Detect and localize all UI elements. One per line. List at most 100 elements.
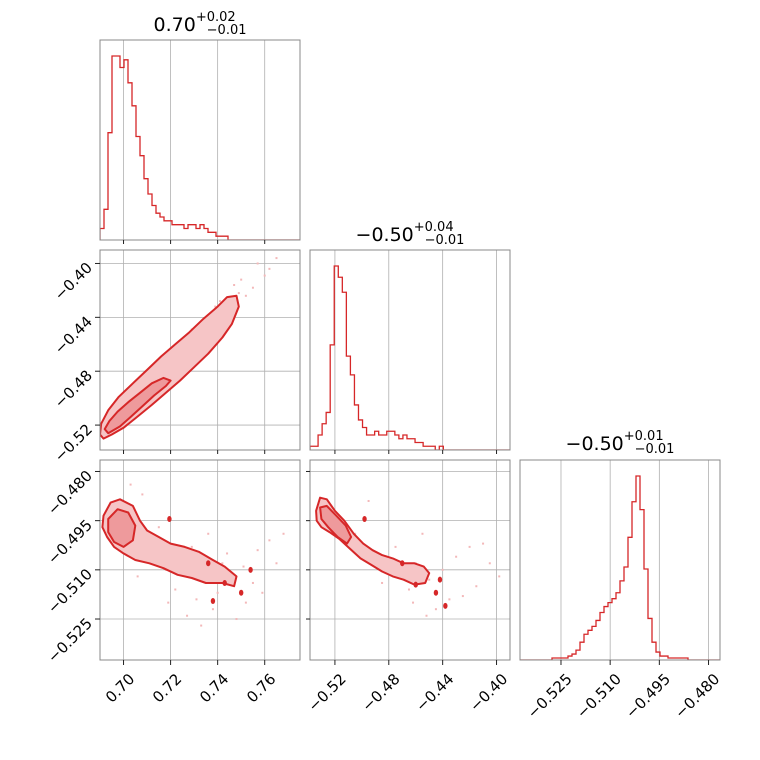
title-param-1: −0.50+0.04 −0.01 <box>356 220 465 248</box>
x-tick-label-1-1: −0.48 <box>358 670 403 715</box>
contour-island-1-4 <box>238 589 244 596</box>
pair-plot-2 <box>315 496 501 617</box>
plot-layer <box>100 55 720 660</box>
scatter-point-1-9 <box>268 539 271 542</box>
y-tick-label-2-0: −0.525 <box>44 614 96 666</box>
scatter-point-2-17 <box>367 499 370 502</box>
scatter-point-1-19 <box>190 545 193 548</box>
scatter-point-2-11 <box>461 595 464 598</box>
x-tick-label-2-0: −0.525 <box>524 670 576 722</box>
panel-frame-2-0 <box>99 459 301 661</box>
scatter-point-1-15 <box>226 552 229 555</box>
scatter-point-2-20 <box>448 598 451 601</box>
scatter-point-1-8 <box>256 549 259 552</box>
scatter-point-1-24 <box>186 614 189 617</box>
contour-island-1-3 <box>210 597 216 604</box>
contour-island-2-4 <box>443 602 448 609</box>
histogram-line-0 <box>100 55 300 240</box>
scatter-point-0-24 <box>244 294 247 297</box>
x-tick-label-1-3: −0.40 <box>466 670 511 715</box>
scatter-point-0-16 <box>256 262 259 265</box>
scatter-point-0-9 <box>263 274 266 277</box>
panel-frame-2-1 <box>309 459 511 661</box>
scatter-point-2-7 <box>455 555 458 558</box>
x-tick-label-1-2: −0.44 <box>412 670 457 715</box>
scatter-point-1-20 <box>207 532 210 535</box>
scatter-point-1-23 <box>167 601 170 604</box>
x-tick-label-0-0: 0.70 <box>102 670 138 706</box>
scatter-point-0-15 <box>240 278 243 281</box>
histogram-2 <box>520 475 720 660</box>
scatter-point-2-12 <box>434 608 437 611</box>
scatter-point-0-7 <box>237 292 240 295</box>
scatter-point-2-23 <box>412 601 415 604</box>
title-param-2: −0.50+0.01 −0.01 <box>566 429 675 457</box>
panel-frame-0-0 <box>99 39 301 241</box>
panel-frame-2-2 <box>519 459 721 661</box>
contour-island-1-1 <box>206 560 211 567</box>
scatter-point-2-14 <box>381 581 384 584</box>
scatter-point-2-6 <box>441 568 444 571</box>
scatter-point-1-5 <box>216 591 219 594</box>
scatter-point-0-18 <box>219 300 221 303</box>
scatter-point-1-25 <box>221 562 224 565</box>
scatter-point-1-12 <box>174 588 177 591</box>
y-tick-label-2-2: −0.495 <box>44 516 96 568</box>
contour-island-2-3 <box>433 589 439 596</box>
contour-island-2-1 <box>400 560 405 567</box>
scatter-point-2-5 <box>428 578 431 581</box>
frame-layer <box>99 39 721 661</box>
scatter-point-1-16 <box>251 581 254 584</box>
contour-outer-2 <box>315 496 431 586</box>
scatter-point-2-9 <box>482 542 485 545</box>
scatter-point-1-28 <box>129 483 132 486</box>
y-tick-label-2-1: −0.510 <box>44 565 96 617</box>
histogram-line-1 <box>310 265 510 450</box>
y-tick-label-2-3: −0.480 <box>44 467 96 519</box>
scatter-point-0-30 <box>233 284 236 287</box>
pair-plot-1 <box>101 483 285 627</box>
contour-island-1-0 <box>167 516 172 523</box>
panel-frame-1-1 <box>309 249 511 451</box>
scatter-point-1-26 <box>242 565 245 568</box>
panel-frame-1-0 <box>99 249 301 451</box>
scatter-point-2-24 <box>498 575 501 578</box>
scatter-point-1-7 <box>244 601 247 604</box>
contour-inner-2 <box>319 504 353 545</box>
x-tick-label-2-3: −0.480 <box>671 670 723 722</box>
scatter-point-2-8 <box>468 545 471 548</box>
contour-island-1-2 <box>222 579 227 586</box>
contour-island-1-5 <box>248 566 253 573</box>
scatter-point-2-18 <box>394 545 397 548</box>
scatter-point-2-22 <box>425 614 428 617</box>
scatter-point-1-18 <box>282 532 285 535</box>
scatter-point-2-13 <box>407 588 410 591</box>
scatter-point-1-29 <box>200 624 203 627</box>
y-tick-label-1-1: −0.48 <box>51 366 96 411</box>
scatter-point-0-17 <box>275 257 278 260</box>
x-tick-label-0-2: 0.74 <box>196 670 232 706</box>
scatter-point-1-10 <box>211 608 214 611</box>
histogram-1 <box>310 265 510 450</box>
y-tick-label-1-3: −0.40 <box>51 259 96 304</box>
contour-island-2-0 <box>362 516 367 523</box>
contour-inner-1 <box>107 508 137 548</box>
scatter-point-2-21 <box>475 585 478 588</box>
histogram-line-2 <box>520 475 720 660</box>
y-tick-label-1-2: −0.44 <box>51 313 96 358</box>
scatter-point-0-8 <box>251 286 254 289</box>
x-tick-label-2-1: −0.510 <box>573 670 625 722</box>
scatter-point-1-14 <box>141 493 144 496</box>
y-tick-label-1-0: −0.52 <box>51 420 96 465</box>
scatter-point-1-11 <box>195 598 198 601</box>
scatter-point-1-27 <box>261 591 264 594</box>
scatter-point-2-19 <box>421 532 424 535</box>
contour-inner-0 <box>103 376 172 435</box>
scatter-point-1-21 <box>235 618 238 621</box>
tick-layer: 0.70 0.72 0.74 0.76 −0.52 −0.48 −0.44 −0.40 −0.5… <box>44 240 723 722</box>
scatter-point-2-10 <box>488 562 491 565</box>
scatter-point-1-13 <box>157 526 160 529</box>
x-tick-label-0-3: 0.76 <box>243 670 279 706</box>
contour-outer-1 <box>101 498 238 588</box>
